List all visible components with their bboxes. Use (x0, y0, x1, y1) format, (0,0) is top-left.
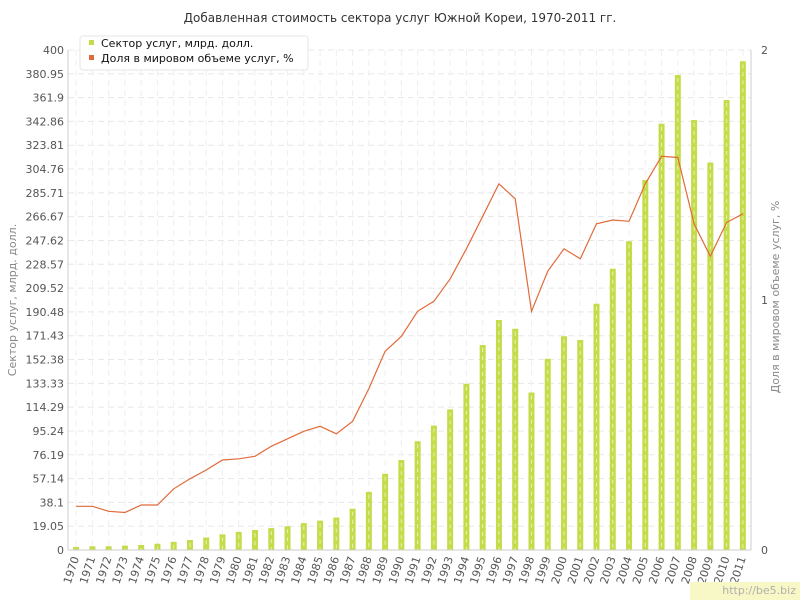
left-axis-label: Сектор услуг, млрд. долл. (6, 224, 19, 376)
right-axis-ticks: 0 1 2 (761, 44, 768, 557)
y-tick-label: 152.38 (26, 354, 65, 367)
y-tick-label: 228.57 (26, 258, 65, 271)
y2-tick-label: 1 (761, 294, 768, 307)
right-axis-label: Доля в мировом объеме услуг, % (769, 201, 782, 394)
bar (544, 358, 551, 550)
y-tick-label: 38.1 (40, 496, 65, 509)
x-axis-ticks: 1970197119721973197419751976197719781979… (61, 555, 749, 586)
bar (560, 336, 567, 550)
bar (642, 180, 649, 550)
legend: Сектор услуг, млрд. долл. Доля в мировом… (79, 35, 309, 71)
bar (121, 545, 128, 550)
bar (268, 528, 275, 550)
legend-box (79, 35, 309, 71)
y-tick-label: 190.48 (26, 306, 65, 319)
line-series (76, 155, 744, 514)
bar (89, 546, 96, 550)
bar (252, 530, 259, 550)
bar (707, 162, 714, 550)
y-tick-label: 0 (57, 544, 64, 557)
legend-label-bars: Сектор услуг, млрд. долл. (101, 37, 253, 50)
y2-tick-label: 2 (761, 44, 768, 57)
y-tick-label: 285.71 (26, 187, 65, 200)
left-axis-ticks: 0 19.05 38.1 57.14 76.19 95.24 114.29 133.33 152… (26, 44, 65, 557)
y-tick-label: 209.52 (26, 282, 65, 295)
y-tick-label: 400 (43, 44, 64, 57)
y-tick-label: 171.43 (26, 330, 65, 343)
y2-tick-label: 0 (761, 544, 768, 557)
y-tick-label: 95.24 (33, 425, 65, 438)
y-tick-label: 76.19 (33, 449, 65, 462)
bar (73, 546, 80, 550)
axes (67, 50, 752, 551)
y-tick-label: 247.62 (26, 234, 65, 247)
plot-area (68, 50, 751, 550)
y-tick-label: 266.67 (26, 211, 65, 224)
bar (577, 340, 584, 550)
legend-label-line: Доля в мировом объеме услуг, % (101, 52, 294, 65)
y-tick-label: 323.81 (26, 139, 65, 152)
bar-series (73, 61, 746, 550)
y-tick-label: 342.86 (26, 115, 65, 128)
share-line (76, 155, 744, 514)
y-tick-label: 380.95 (26, 68, 65, 81)
bar (105, 546, 112, 550)
bar (333, 517, 340, 550)
y-tick-label: 133.33 (26, 377, 65, 390)
chart-title: Добавленная стоимость сектора услуг Южно… (184, 11, 617, 25)
bar (723, 100, 730, 550)
y-tick-label: 361.9 (33, 92, 65, 105)
watermark: http://be5.biz (690, 582, 800, 600)
bar (219, 534, 226, 550)
y-tick-label: 57.14 (33, 473, 65, 486)
legend-swatch-line (89, 55, 94, 60)
legend-swatch-bars (89, 40, 94, 45)
y-tick-label: 114.29 (26, 401, 65, 414)
bar (235, 531, 242, 550)
y-tick-label: 19.05 (33, 520, 65, 533)
bar (138, 545, 145, 550)
y-tick-label: 304.76 (26, 163, 65, 176)
bar (626, 241, 633, 550)
